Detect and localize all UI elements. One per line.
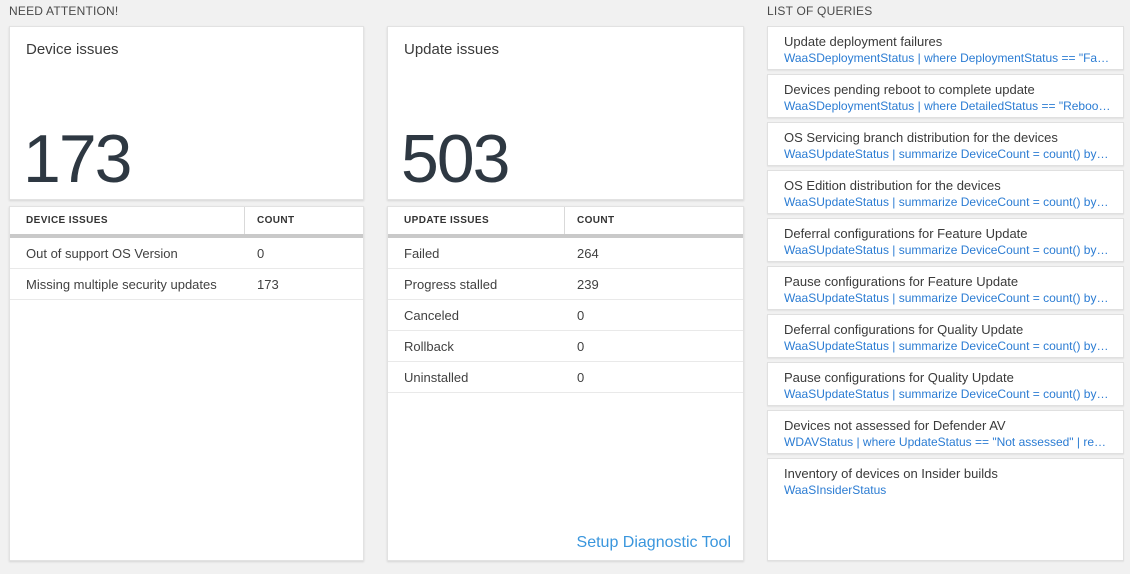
update-issues-tile-title: Update issues xyxy=(404,41,500,58)
update-issues-tile[interactable]: Update issues 503 xyxy=(387,26,744,200)
query-item-title: Update deployment failures xyxy=(784,34,943,49)
row-label: Missing multiple security updates xyxy=(26,276,217,292)
update-issues-count: 503 xyxy=(401,121,510,197)
row-count: 264 xyxy=(577,245,599,261)
query-item[interactable]: Devices pending reboot to complete updat… xyxy=(767,74,1124,118)
row-label: Out of support OS Version xyxy=(26,245,178,261)
query-item-code-link[interactable]: WaaSDeploymentStatus | where DetailedSta… xyxy=(784,99,1111,113)
column-header-count: COUNT xyxy=(257,215,295,226)
query-item-code-link[interactable]: WaaSInsiderStatus xyxy=(784,483,887,497)
query-item-title: Inventory of devices on Insider builds xyxy=(784,466,998,481)
section-title-need-attention: NEED ATTENTION! xyxy=(9,4,119,18)
row-label: Progress stalled xyxy=(404,276,498,292)
column-header-count: COUNT xyxy=(577,215,615,226)
section-title-list-of-queries: LIST OF QUERIES xyxy=(767,4,873,18)
table-row[interactable]: Missing multiple security updates 173 xyxy=(10,269,363,300)
query-list: Update deployment failures WaaSDeployment… xyxy=(767,26,1124,561)
column-header-update-issues: UPDATE ISSUES xyxy=(388,207,565,234)
query-item-code-link[interactable]: WaaSUpdateStatus | summarize DeviceCount… xyxy=(784,243,1111,257)
query-item-title: Pause configurations for Quality Update xyxy=(784,370,1014,385)
device-issues-table-header: DEVICE ISSUES COUNT xyxy=(10,207,363,234)
table-row[interactable]: Rollback 0 xyxy=(388,331,743,362)
query-item-title: Deferral configurations for Quality Upda… xyxy=(784,322,1024,337)
query-item-code-link[interactable]: WaaSUpdateStatus | summarize DeviceCount… xyxy=(784,339,1111,353)
query-item[interactable]: OS Servicing branch distribution for the… xyxy=(767,122,1124,166)
query-item-title: OS Servicing branch distribution for the… xyxy=(784,130,1058,145)
row-count: 0 xyxy=(577,307,585,323)
device-issues-tile-title: Device issues xyxy=(26,41,119,58)
update-issues-table-body: Failed 264 Progress stalled 239 Canceled 0 Rol… xyxy=(388,238,743,393)
update-issues-table: UPDATE ISSUES COUNT Failed 264 Progress st… xyxy=(387,206,744,561)
row-label: Canceled xyxy=(404,307,459,323)
row-count: 0 xyxy=(257,245,265,261)
row-count: 0 xyxy=(577,369,585,385)
table-header-bar xyxy=(10,234,363,238)
device-issues-table: DEVICE ISSUES COUNT Out of support OS Ve… xyxy=(9,206,364,561)
query-item[interactable]: Pause configurations for Feature Update W… xyxy=(767,266,1124,310)
query-item-code-link[interactable]: WaaSDeploymentStatus | where DeploymentS… xyxy=(784,51,1111,65)
row-count: 0 xyxy=(577,338,585,354)
query-item[interactable]: OS Edition distribution for the devices W… xyxy=(767,170,1124,214)
update-issues-table-header: UPDATE ISSUES COUNT xyxy=(388,207,743,234)
row-count: 239 xyxy=(577,276,599,292)
query-item[interactable]: Update deployment failures WaaSDeployment… xyxy=(767,26,1124,70)
table-row[interactable]: Progress stalled 239 xyxy=(388,269,743,300)
query-item-code-link[interactable]: WaaSUpdateStatus | summarize DeviceCount… xyxy=(784,195,1111,209)
need-attention-column-updates: Update issues 503 UPDATE ISSUES COUNT Fa… xyxy=(387,4,744,561)
query-item-code-link[interactable]: WDAVStatus | where UpdateStatus == "Not … xyxy=(784,435,1111,449)
query-item[interactable]: Deferral configurations for Feature Upda… xyxy=(767,218,1124,262)
table-row[interactable]: Uninstalled 0 xyxy=(388,362,743,393)
query-item[interactable]: Inventory of devices on Insider builds Wa… xyxy=(767,458,1124,561)
query-item[interactable]: Pause configurations for Quality Update W… xyxy=(767,362,1124,406)
row-label: Rollback xyxy=(404,338,454,354)
query-item-code-link[interactable]: WaaSUpdateStatus | summarize DeviceCount… xyxy=(784,387,1111,401)
query-item-title: Deferral configurations for Feature Upda… xyxy=(784,226,1028,241)
query-item-code-link[interactable]: WaaSUpdateStatus | summarize DeviceCount… xyxy=(784,291,1111,305)
device-issues-count: 173 xyxy=(23,121,132,197)
row-label: Failed xyxy=(404,245,440,261)
table-row[interactable]: Canceled 0 xyxy=(388,300,743,331)
row-label: Uninstalled xyxy=(404,369,469,385)
device-issues-table-body: Out of support OS Version 0 Missing multip… xyxy=(10,238,363,300)
setup-diagnostic-tool-link[interactable]: Setup Diagnostic Tool xyxy=(576,534,731,551)
query-item[interactable]: Devices not assessed for Defender AV WDAV… xyxy=(767,410,1124,454)
device-issues-tile[interactable]: Device issues 173 xyxy=(9,26,364,200)
table-header-bar xyxy=(388,234,743,238)
column-header-device-issues: DEVICE ISSUES xyxy=(10,207,245,234)
query-item-title: OS Edition distribution for the devices xyxy=(784,178,1001,193)
list-of-queries-column: LIST OF QUERIES Update deployment failur… xyxy=(767,4,1124,561)
query-item-code-link[interactable]: WaaSUpdateStatus | summarize DeviceCount… xyxy=(784,147,1111,161)
table-row[interactable]: Failed 264 xyxy=(388,238,743,269)
query-item-title: Pause configurations for Feature Update xyxy=(784,274,1019,289)
need-attention-column-devices: NEED ATTENTION! Device issues 173 DEVICE… xyxy=(9,4,364,561)
row-count: 173 xyxy=(257,276,279,292)
table-row[interactable]: Out of support OS Version 0 xyxy=(10,238,363,269)
query-item-title: Devices not assessed for Defender AV xyxy=(784,418,1006,433)
query-item[interactable]: Deferral configurations for Quality Upda… xyxy=(767,314,1124,358)
section-title-spacer xyxy=(387,4,744,26)
query-item-title: Devices pending reboot to complete updat… xyxy=(784,82,1035,97)
